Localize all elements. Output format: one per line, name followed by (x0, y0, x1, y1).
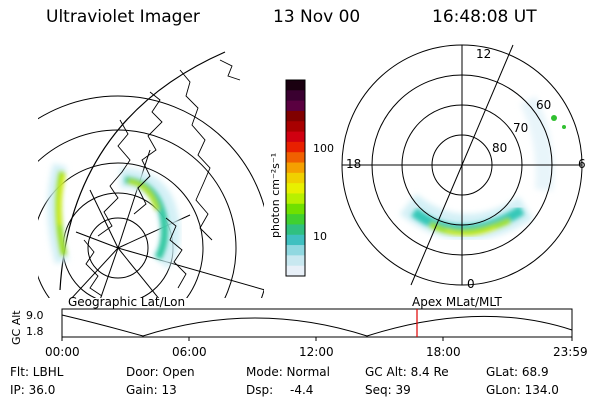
mlt-label-6: 6 (578, 157, 586, 171)
status-seq: Seq: 39 (365, 383, 411, 397)
status-ip: IP: 36.0 (10, 383, 56, 397)
status-dsp-label: Dsp: (246, 383, 274, 397)
timeline-ytick-min: 1.8 (26, 325, 44, 338)
timeline-xtick-1200: 12:00 (299, 345, 334, 359)
geographic-map (38, 51, 264, 298)
timeline-strip (61, 308, 573, 341)
instrument-title: Ultraviolet Imager (46, 7, 200, 27)
colorbar-segment (286, 162, 305, 174)
status-mode: Mode: Normal (246, 365, 330, 379)
polar-plot (341, 44, 583, 286)
colorbar-unit-text: photon cm⁻²s⁻¹ (269, 152, 282, 238)
status-gain: Gain: 13 (126, 383, 177, 397)
left-panel-caption: Geographic Lat/Lon (68, 295, 186, 309)
mlt-label-0: 0 (467, 277, 475, 291)
colorbar-segment (286, 214, 305, 226)
colorbar-tick-100: 100 (313, 142, 334, 155)
colorbar-segment (286, 265, 305, 277)
colorbar-segment (286, 255, 305, 267)
colorbar-segment (286, 110, 305, 122)
status-glon: GLon: 134.0 (486, 383, 559, 397)
observation-date: 13 Nov 00 (273, 7, 361, 27)
timeline-xtick-0600: 06:00 (172, 345, 207, 359)
colorbar-segment (286, 234, 305, 246)
status-door: Door: Open (126, 365, 195, 379)
mlt-label-12: 12 (476, 47, 492, 61)
colorbar-segment (286, 121, 305, 133)
colorbar-segment (286, 152, 305, 164)
right-panel-caption: Apex MLat/MLT (412, 295, 502, 309)
colorbar-segment (286, 100, 305, 112)
colorbar-segment (286, 80, 305, 91)
colorbar-segment (286, 224, 305, 236)
colorbar-segment (286, 141, 305, 153)
observation-time: 16:48:08 UT (432, 7, 537, 27)
colorbar-frame (285, 79, 306, 277)
colorbar (286, 80, 305, 277)
timeline-xtick-0000: 00:00 (45, 345, 80, 359)
status-glat: GLat: 68.9 (486, 365, 549, 379)
status-filter: Flt: LBHL (10, 365, 64, 379)
colorbar-segment (286, 183, 305, 195)
status-dsp-value: -4.4 (290, 383, 314, 397)
colorbar-segment (286, 90, 305, 102)
mlt-label-18: 18 (346, 157, 362, 171)
colorbar-segment (286, 203, 305, 215)
colorbar-segment (286, 172, 305, 184)
colorbar-segment (286, 245, 305, 256)
status-gc-alt: GC Alt: 8.4 Re (365, 365, 449, 379)
timeline-ytick-max: 9.0 (26, 309, 44, 322)
timeline-xtick-1800: 18:00 (426, 345, 461, 359)
mlat-label-70: 70 (513, 121, 529, 135)
timeline-xtick-2359: 23:59 (553, 345, 588, 359)
colorbar-tick-10: 10 (313, 230, 327, 243)
colorbar-segment (286, 131, 305, 143)
colorbar-segment (286, 193, 305, 205)
mlat-label-80: 80 (492, 141, 508, 155)
mlat-label-60: 60 (536, 98, 552, 112)
timeline-ylabel: GC Alt (10, 310, 23, 345)
